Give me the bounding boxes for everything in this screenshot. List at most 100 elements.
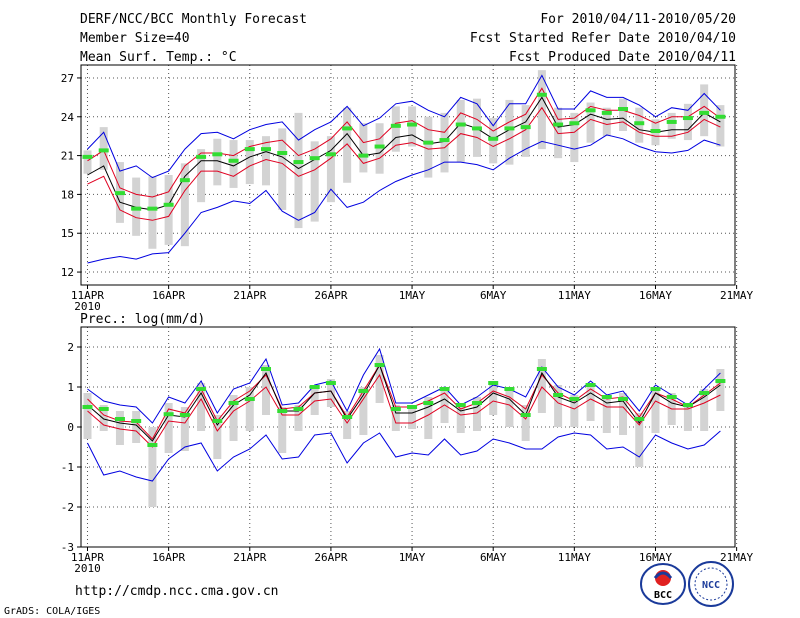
spread-bar [83, 150, 92, 174]
y-tick-label: 24 [61, 111, 75, 124]
observed-marker [163, 202, 174, 207]
observed-marker [277, 409, 288, 413]
observed-marker [569, 397, 580, 401]
observed-marker [114, 191, 125, 196]
plot-frame [80, 326, 736, 548]
spread-bar [667, 112, 676, 139]
upper-bound-line [87, 347, 721, 424]
observed-marker [536, 92, 547, 97]
observed-marker [212, 152, 223, 157]
spread-bar [148, 427, 157, 507]
y-tick-label: -3 [61, 541, 74, 554]
observed-marker [244, 397, 255, 401]
spread-bar [570, 395, 579, 427]
spread-bar [602, 395, 611, 433]
grads-credit: GrADS: COLA/IGES [4, 606, 100, 617]
observed-marker [358, 153, 369, 158]
temperature-panel: 11APR 16APR 21APR 26APR 1MAY 6MAY 11MAY 16MAY 21… [61, 64, 754, 313]
observed-marker [390, 407, 401, 411]
observed-marker [455, 403, 466, 407]
observed-marker [293, 160, 304, 165]
observed-marker [131, 419, 142, 423]
observed-marker [98, 148, 109, 153]
member-size-label: Member Size=40 [80, 31, 190, 46]
spread-bar [148, 176, 157, 249]
observed-marker [699, 110, 710, 115]
observed-marker [293, 407, 304, 411]
y-tick-label: -2 [61, 501, 74, 514]
precipitation-panel: 11APR 16APR 21APR 26APR 1MAY 6MAY 11MAY 16MAY 21… [61, 326, 754, 575]
figure-title: DERF/NCC/BCC Monthly Forecast [80, 12, 307, 27]
spread-bar [586, 387, 595, 421]
observed-marker [715, 379, 726, 383]
y-tick-label: 0 [67, 421, 74, 434]
spread-bar [359, 123, 368, 173]
observed-marker [715, 114, 726, 119]
lower-bound-line [87, 134, 721, 264]
observed-marker [407, 405, 418, 409]
observed-marker [650, 129, 661, 133]
spread-bar [424, 116, 433, 178]
spread-bar [213, 138, 222, 186]
spread-bar [115, 411, 124, 445]
spread-bar [619, 98, 628, 131]
y-tick-label: 27 [61, 72, 74, 85]
spread-bar [586, 102, 595, 143]
spread-bar [505, 389, 514, 427]
observed-marker [536, 367, 547, 371]
observed-marker [585, 108, 596, 113]
precip-panel-title: Prec.: log(mm/d) [80, 312, 205, 327]
observed-marker [455, 122, 466, 127]
spread-bar [180, 163, 189, 247]
spread-bar [440, 389, 449, 423]
observed-marker [520, 125, 531, 130]
observed-marker [163, 412, 174, 417]
spread-bar [278, 407, 287, 453]
x-tick-label: 6MAY [480, 551, 507, 564]
x-tick-label: 11APR [71, 551, 104, 564]
observed-marker [634, 417, 645, 421]
spread-bar [700, 84, 709, 137]
x-tick-label: 6MAY [480, 289, 507, 302]
x-tick-label: 16APR [152, 289, 185, 302]
observed-marker [358, 389, 369, 393]
observed-marker [261, 147, 272, 152]
spread-bar [278, 128, 287, 210]
bcc-logo: BCC [640, 563, 686, 605]
inner-upper-line [87, 363, 721, 440]
spread-bar [505, 99, 514, 165]
spread-bar [262, 365, 271, 415]
source-url: http://cmdp.ncc.cma.gov.cn [75, 584, 279, 599]
spread-bar [700, 389, 709, 431]
lower-bound-line [87, 430, 721, 482]
x-tick-label: 11APR [71, 289, 104, 302]
observed-marker [439, 138, 450, 143]
observed-marker [666, 395, 677, 399]
upper-bound-line [87, 74, 721, 179]
spread-bar [456, 405, 465, 433]
spread-bar [391, 106, 400, 152]
spread-bar [197, 383, 206, 431]
x-tick-label: 16MAY [639, 551, 672, 564]
x-tick-label: 21APR [233, 289, 266, 302]
observed-marker [277, 151, 288, 155]
observed-marker [342, 126, 353, 131]
observed-marker [374, 363, 385, 367]
observed-marker [618, 397, 629, 401]
spread-bar [554, 385, 563, 427]
spread-bar [359, 387, 368, 435]
x-year-label: 2010 [74, 562, 101, 575]
spread-bar [310, 141, 319, 222]
spread-bar [326, 379, 335, 407]
observed-marker [82, 405, 93, 409]
observed-marker [666, 119, 677, 124]
x-tick-label: 21APR [233, 551, 266, 564]
spread-bar [683, 403, 692, 431]
spread-bar [619, 393, 628, 435]
x-tick-label: 26APR [314, 551, 347, 564]
observed-marker [682, 403, 693, 407]
observed-marker [601, 110, 612, 115]
spread-bar [391, 405, 400, 431]
